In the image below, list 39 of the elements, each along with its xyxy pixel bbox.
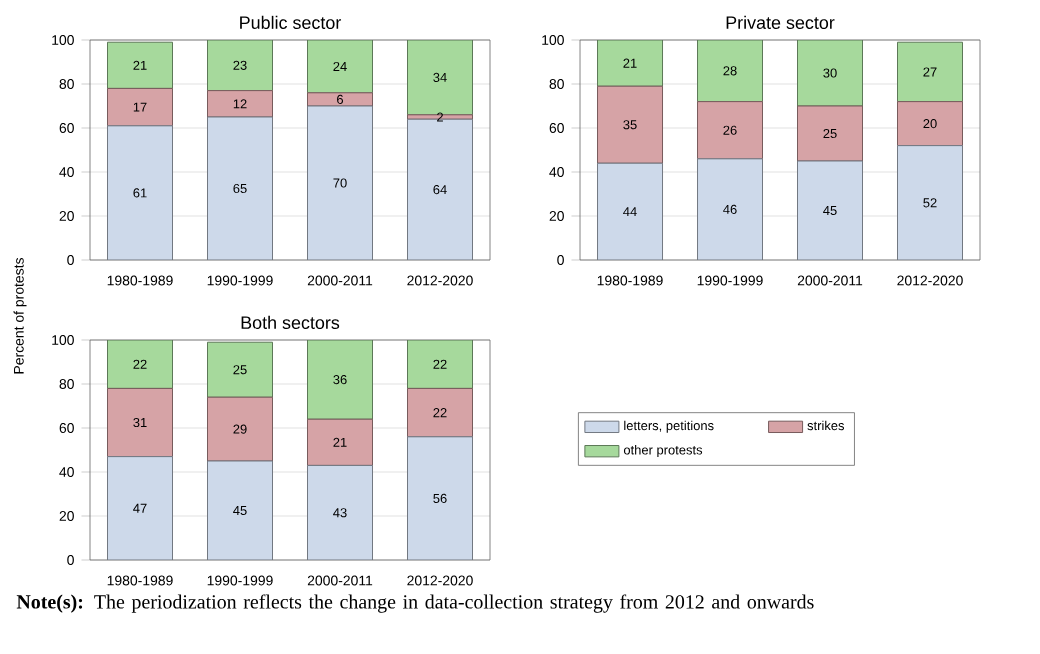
- bar: [897, 145, 964, 261]
- bar: [307, 40, 373, 94]
- chart-title: Both sectors: [241, 315, 340, 330]
- bar: [407, 436, 473, 561]
- bar: [897, 41, 964, 103]
- bar: [797, 105, 864, 162]
- bar: [207, 116, 274, 261]
- bar: [107, 387, 174, 458]
- bar: [207, 396, 274, 462]
- bar: [597, 85, 664, 164]
- chart-title: Public sector: [240, 15, 342, 30]
- bar: [897, 101, 964, 147]
- bar: [407, 114, 473, 120]
- bar: [307, 464, 373, 561]
- bar: [797, 160, 864, 261]
- bar: [207, 341, 274, 398]
- bar: [107, 125, 174, 261]
- bar: [597, 162, 664, 261]
- bar: [407, 340, 473, 389]
- bar: [407, 387, 473, 438]
- bar: [307, 418, 373, 466]
- bar: [697, 158, 764, 261]
- bar: [107, 87, 174, 127]
- bar: [597, 40, 664, 87]
- bar: [107, 340, 174, 389]
- chart-title: Private sector: [726, 15, 835, 30]
- bar: [207, 90, 274, 118]
- bar: [697, 40, 764, 103]
- bar: [107, 41, 174, 89]
- bar: [107, 456, 174, 561]
- bar: [407, 40, 473, 116]
- bar: [407, 118, 473, 261]
- bar: [307, 105, 373, 261]
- bar: [207, 460, 274, 561]
- bar: [797, 40, 864, 107]
- bar: [307, 340, 373, 420]
- text: Note(s): The periodization reflects the change in data-collection strategy from 2012 and onwards: [16, 594, 814, 613]
- bar: [697, 101, 764, 160]
- bar: [207, 40, 274, 92]
